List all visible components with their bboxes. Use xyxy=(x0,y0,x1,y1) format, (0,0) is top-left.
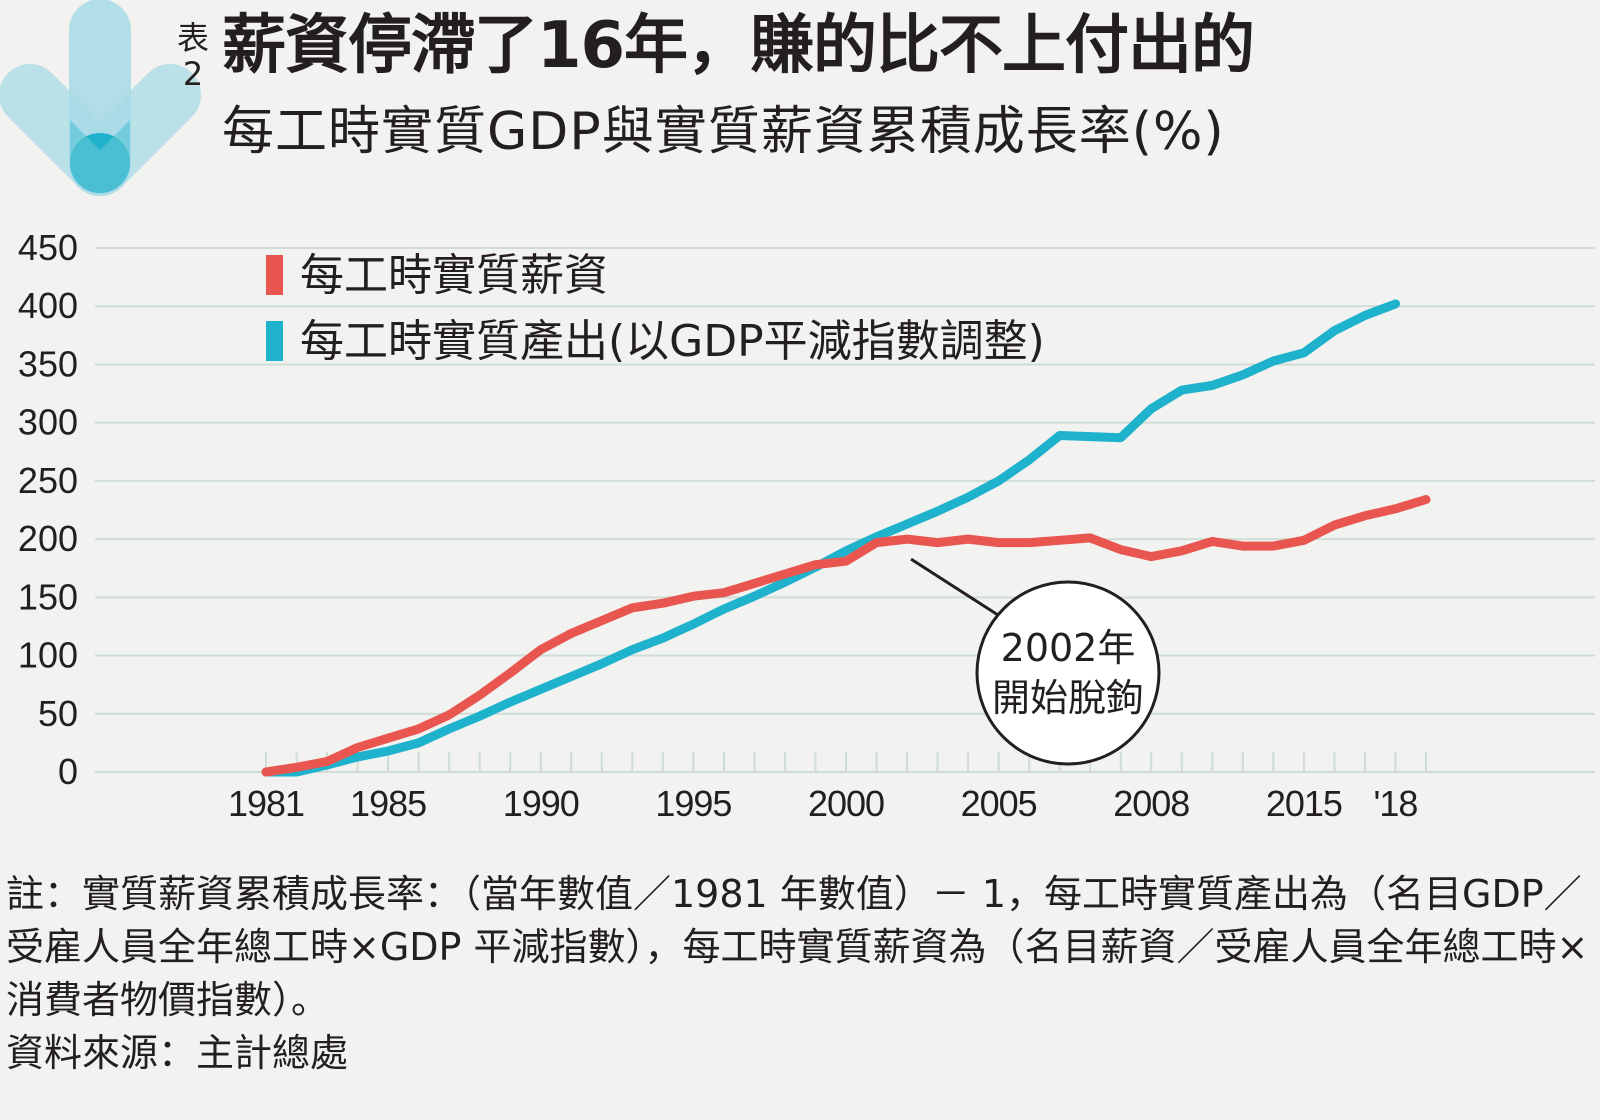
y-tick-label: 400 xyxy=(18,285,78,326)
figure-label: 表2 xyxy=(176,19,209,93)
legend-swatch xyxy=(266,255,283,295)
y-tick-label: 250 xyxy=(18,460,78,501)
down-arrow-logo-icon xyxy=(0,0,201,196)
x-tick-label: 1990 xyxy=(503,783,579,824)
x-tick-label: 2005 xyxy=(961,783,1037,824)
gridlines xyxy=(95,247,1595,773)
x-tick-label: 2008 xyxy=(1113,783,1189,824)
y-tick-label: 0 xyxy=(58,751,78,792)
y-tick-label: 150 xyxy=(18,576,78,617)
source-text: 資料來源：主計總處 xyxy=(6,1031,349,1075)
line-chart: 0 50 100 150 200 250 300 350 400 450 1981 1985 1990… xyxy=(18,227,1595,824)
x-tick-label: '18 xyxy=(1374,783,1418,824)
legend-label: 每工時實質薪資 xyxy=(300,250,608,301)
y-tick-label: 100 xyxy=(18,635,78,676)
y-tick-label: 450 xyxy=(18,227,78,268)
footnote-block: 註：實質薪資累積成長率：（當年數值／1981 年數值）－ 1，每工時實質產出為（… xyxy=(6,868,1596,1080)
y-tick-label: 50 xyxy=(38,693,78,734)
x-tick-label: 1995 xyxy=(655,783,731,824)
chart-title: 薪資停滯了16年，賺的比不上付出的 xyxy=(222,9,1255,83)
x-tick-label: 2015 xyxy=(1266,783,1342,824)
y-tick-label: 200 xyxy=(18,518,78,559)
chart-subtitle: 每工時實質GDP與實質薪資累積成長率(%) xyxy=(222,102,1225,162)
series-line-output xyxy=(261,299,1400,777)
series-line-wage xyxy=(261,495,1431,777)
legend-swatch xyxy=(266,321,283,361)
x-axis-ticks: 1981 1985 1990 1995 2000 2005 2008 2015 '18 xyxy=(228,783,1418,824)
series-lines xyxy=(261,299,1431,777)
x-tick-label: 1985 xyxy=(350,783,426,824)
annotation-leader-line xyxy=(910,557,999,617)
legend-label: 每工時實質產出(以GDP平減指數調整) xyxy=(300,316,1045,367)
x-tick-label: 1981 xyxy=(228,783,304,824)
x-tick-label: 2000 xyxy=(808,783,884,824)
y-axis-ticks: 0 50 100 150 200 250 300 350 400 450 xyxy=(18,227,78,792)
annotation-text-line1: 2002年 xyxy=(1001,626,1136,670)
annotation-circle xyxy=(975,580,1161,766)
footnote-text: 註：實質薪資累積成長率：（當年數值／1981 年數值）－ 1，每工時實質產出為（… xyxy=(6,872,1589,1022)
y-tick-label: 350 xyxy=(18,343,78,384)
y-tick-label: 300 xyxy=(18,402,78,443)
annotation-text-line2: 開始脫鉤 xyxy=(992,676,1144,720)
